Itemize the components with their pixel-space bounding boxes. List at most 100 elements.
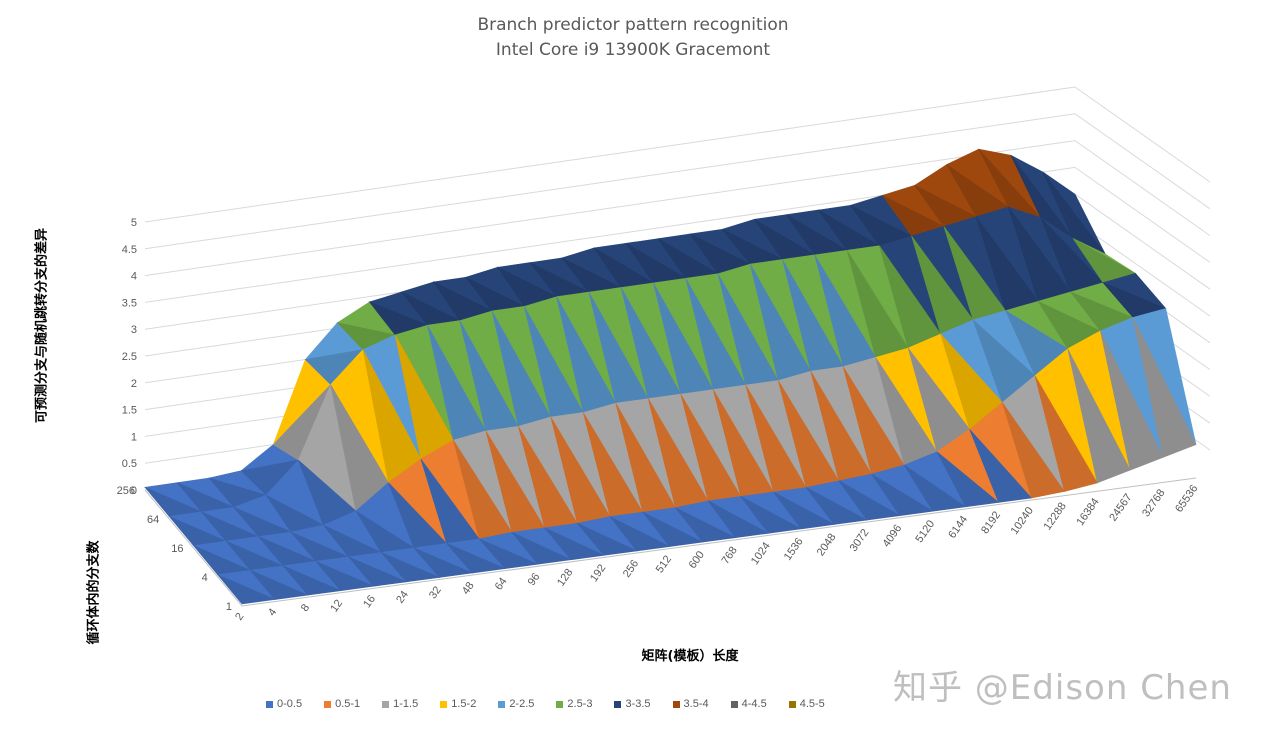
legend-entry: 2.5-3 [556,698,592,710]
surface-facet [217,574,277,605]
legend-swatch [556,700,564,708]
legend-swatch [672,700,680,708]
x-tick-label: 128 [555,567,575,589]
legend-entry: 4.5-5 [788,698,825,710]
legend-entry: 3.5-4 [672,698,709,710]
legend-label: 2.5-3 [567,698,593,710]
legend-entry: 0.5-1 [324,698,360,710]
legend-swatch [324,700,332,708]
depth-axis-ticks: 1 4 16 64 256 [117,485,232,613]
x-tick-label: 2 [233,611,246,623]
y-tick-label: 1 [131,431,137,443]
y-tick-label: 2 [131,378,137,390]
gridline [1074,220,1211,317]
surface-facet [315,561,375,591]
x-tick-label: 8 [299,602,312,614]
legend-swatch [788,700,796,708]
x-tick-label: 600 [687,549,707,571]
surface-facet [675,507,737,543]
x-tick-label: 256 [621,558,641,580]
y-axis-ticks: 0 0.5 1 1.5 2 2.5 3 3.5 4 4.5 5 [122,217,137,497]
gridline [1074,166,1211,263]
depth-tick-label: 256 [117,485,135,497]
surface-facet [413,547,474,578]
x-tick-label: 64 [493,576,510,593]
gridline [1074,86,1211,183]
x-tick-label: 24 [394,589,411,606]
chart-title: Branch predictor pattern recognition [477,15,789,35]
gridline [144,140,1076,277]
depth-tick-label: 1 [226,601,232,613]
y-tick-label: 3.5 [122,297,137,309]
depth-axis-label: 循环体内的分支数 [86,540,102,645]
x-tick-label: 8192 [979,509,1003,536]
surface-facet [380,552,441,583]
surface-facet [773,491,836,530]
surface-facet [936,451,1000,508]
x-tick-label: 12 [328,598,345,615]
x-tick-label: 12288 [1041,500,1068,532]
x-tick-label: 1536 [782,536,806,563]
gridline [144,86,1076,223]
surface-facet [805,487,868,525]
y-tick-label: 5 [131,217,137,229]
legend-swatch [614,700,622,708]
legend-swatch [498,700,506,708]
depth-tick-label: 4 [202,572,208,584]
surface-facet [903,464,967,512]
surface-facet [348,556,408,587]
surface-facet [1034,375,1098,492]
legend-label: 0.5-1 [335,698,361,710]
surface-facet [969,429,1033,503]
x-tick-label: 4 [266,606,279,618]
legend-label: 3.5-4 [683,698,709,710]
x-tick-label: 512 [654,553,674,575]
legend-swatch [730,700,738,708]
x-tick-label: 48 [460,580,477,597]
y-tick-label: 1.5 [122,405,137,417]
depth-tick-label: 16 [171,543,183,555]
legend: 0-0.5 0.5-1 1-1.5 1.5-2 2-2.5 2.5-3 3-3.5 3.5-4… [266,698,847,710]
y-tick-label: 3 [131,324,137,336]
x-tick-label: 10240 [1009,505,1036,537]
surface-facet [642,511,704,547]
surface-mesh [143,148,1197,605]
legend-label: 0-0.5 [277,698,303,710]
depth-tick-label: 64 [147,514,159,526]
gridline [1074,113,1211,210]
surface-facet [609,516,671,552]
gridline [144,113,1076,250]
x-tick-label: 6144 [946,514,970,541]
legend-label: 1.5-2 [451,698,477,710]
surface-facet [871,473,934,516]
legend-swatch [382,700,390,708]
x-tick-label: 24567 [1107,492,1134,524]
y-tick-label: 2.5 [122,351,137,363]
surface-facet [446,543,507,574]
legend-label: 4.5-5 [799,698,825,710]
y-tick-label: 4 [131,271,137,283]
surface-facet [1067,348,1131,484]
legend-label: 2-2.5 [509,698,535,710]
y-axis-label: 可预测分支与随机跳转分支的差异 [34,228,50,424]
y-tick-label: 0.5 [122,458,137,470]
legend-label: 4-4.5 [741,698,767,710]
legend-swatch [440,700,448,708]
surface-facet [1002,402,1065,499]
y-tick-label: 4.5 [122,244,137,256]
x-tick-label: 32 [427,584,444,601]
surface-facet [282,565,342,596]
legend-entry: 4-4.5 [730,698,767,710]
surface-facet [577,523,638,556]
surface-facet [1132,317,1197,458]
floor-edge [144,477,1197,607]
chart-subtitle: Intel Core i9 13900K Gracemont [495,40,771,60]
legend-entry: 1.5-2 [440,698,476,710]
gridline [1074,140,1211,237]
legend-entry: 0-0.5 [266,698,302,710]
x-tick-label: 96 [526,571,543,588]
x-tick-label: 2048 [815,531,839,558]
x-tick-label: 768 [720,545,740,567]
surface-facet [1100,330,1164,471]
